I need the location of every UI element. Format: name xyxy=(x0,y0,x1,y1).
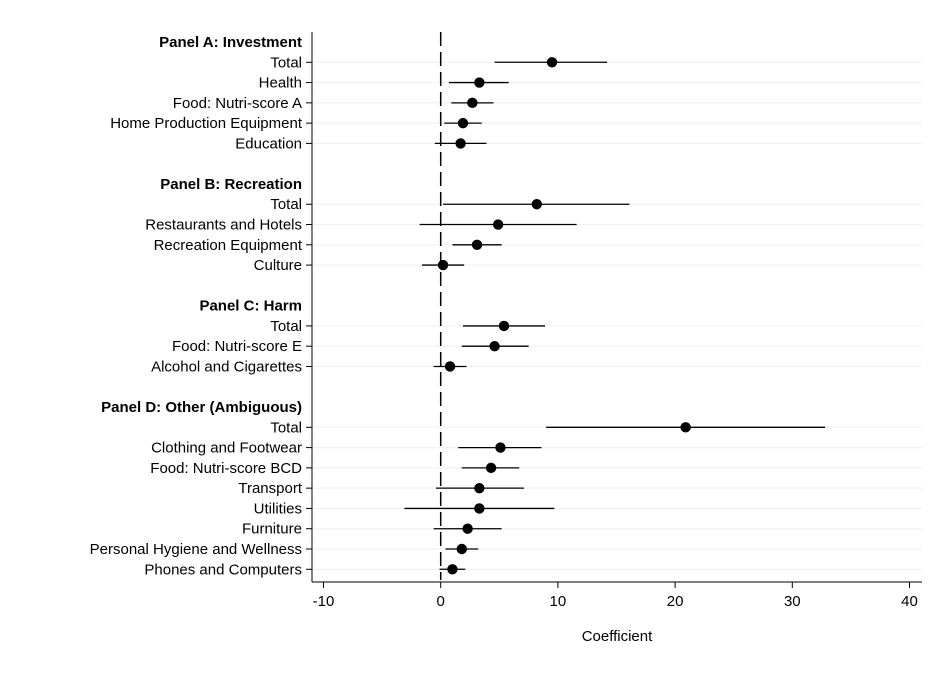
row-label: Food: Nutri-score BCD xyxy=(150,460,302,477)
row-label: Furniture xyxy=(242,521,302,538)
coefficient-point xyxy=(474,482,485,494)
row-label: Personal Hygiene and Wellness xyxy=(90,541,302,558)
x-tick-label: 20 xyxy=(667,593,684,610)
row-label: Clothing and Footwear xyxy=(151,440,302,457)
row-label: Alcohol and Cigarettes xyxy=(151,358,302,375)
row-label: Total xyxy=(270,419,302,436)
panel-header: Panel C: Harm xyxy=(199,298,302,315)
row-label: Health xyxy=(259,75,302,92)
gridlines xyxy=(312,61,922,570)
row-label: Recreation Equipment xyxy=(154,237,303,254)
row-label: Culture xyxy=(254,257,302,274)
row-label: Food: Nutri-score A xyxy=(173,95,302,112)
axes xyxy=(306,32,922,583)
coefficient-point xyxy=(457,117,469,129)
coefficient-point xyxy=(467,97,478,109)
coefficient-points xyxy=(437,57,691,575)
x-tick-label: 30 xyxy=(784,593,801,610)
coefficient-point xyxy=(546,57,558,68)
row-label: Total xyxy=(270,196,302,213)
coefficient-point xyxy=(474,77,485,88)
row-label: Utilities xyxy=(254,500,302,517)
x-axis-ticks: -10 0 10 20 30 40 xyxy=(313,582,918,610)
row-label: Total xyxy=(270,54,302,71)
y-axis-labels: Panel A: Investment Total Health Food: Nutr… xyxy=(90,34,303,578)
coefficient-point xyxy=(471,239,483,250)
x-tick-label: 10 xyxy=(550,593,567,610)
row-label: Total xyxy=(270,318,302,335)
coefficient-point xyxy=(474,503,485,514)
coefficient-point xyxy=(495,442,506,453)
row-label: Transport xyxy=(238,480,302,497)
coefficient-point xyxy=(437,259,449,271)
x-axis-title: Coefficient xyxy=(582,628,653,645)
x-tick-label: 0 xyxy=(437,593,445,610)
coefficient-point xyxy=(531,199,543,210)
row-label: Food: Nutri-score E xyxy=(172,338,302,355)
x-tick-label: 40 xyxy=(901,593,918,610)
row-label: Education xyxy=(235,135,302,152)
coefficient-point xyxy=(489,341,500,352)
coefficient-point xyxy=(455,138,466,149)
panel-header: Panel B: Recreation xyxy=(160,176,302,193)
coefficient-point xyxy=(492,219,504,230)
row-label: Restaurants and Hotels xyxy=(145,217,302,234)
coefficient-point xyxy=(498,320,510,332)
coefficient-point xyxy=(447,564,458,575)
coefficient-point xyxy=(462,523,473,534)
coefficient-point xyxy=(456,543,467,555)
x-tick-label: -10 xyxy=(313,593,335,610)
coefficient-point xyxy=(485,462,497,474)
coefficient-point xyxy=(444,361,456,372)
panel-header: Panel D: Other (Ambiguous) xyxy=(101,399,302,416)
row-label: Home Production Equipment xyxy=(110,115,303,132)
coefficient-point xyxy=(680,422,691,433)
row-label: Phones and Computers xyxy=(144,561,302,578)
panel-header: Panel A: Investment xyxy=(159,34,302,51)
